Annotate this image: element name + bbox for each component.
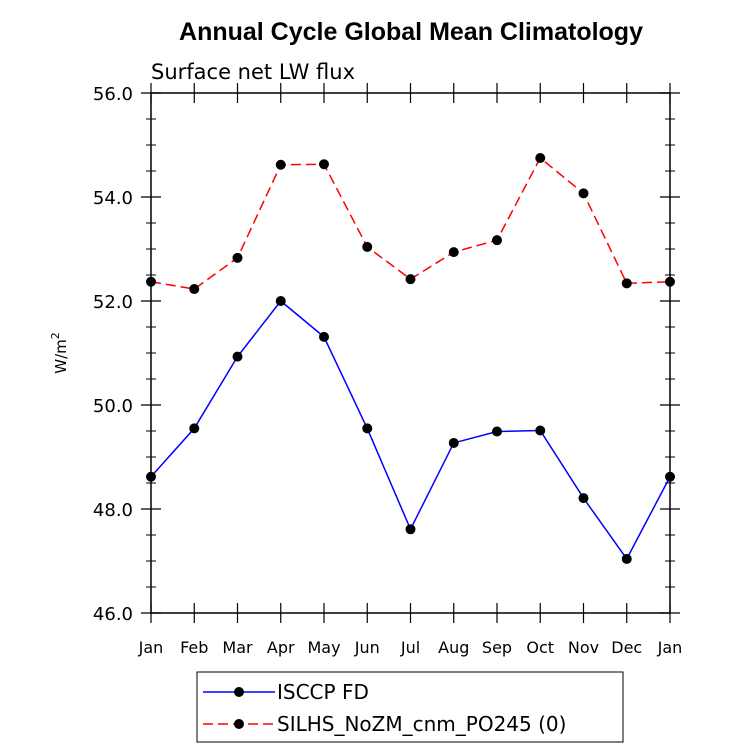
series-line — [150, 299, 671, 561]
data-point — [665, 276, 675, 287]
y-tick-label: 46.0 — [93, 604, 133, 625]
data-point — [448, 437, 459, 448]
data-point — [232, 351, 243, 362]
x-tick-label: Mar — [222, 638, 253, 657]
data-point — [448, 247, 459, 258]
legend-label: ISCCP FD — [277, 680, 369, 704]
data-point — [621, 553, 632, 564]
y-tick-label: 48.0 — [93, 500, 133, 521]
svg-text:W/m2: W/m2 — [49, 332, 70, 374]
y-axis-label-superscript: 2 — [49, 332, 62, 339]
data-point — [189, 423, 200, 434]
legend-label: SILHS_NoZM_cnm_PO245 (0) — [277, 712, 566, 736]
x-tick-label: Dec — [611, 638, 642, 657]
data-point — [146, 471, 156, 482]
x-tick-label: Jun — [354, 638, 380, 657]
legend: ISCCP FD SILHS_NoZM_cnm_PO245 (0) — [196, 671, 624, 743]
x-tick-label: Jan — [657, 638, 683, 657]
chart-subtitle: Surface net LW flux — [151, 60, 355, 84]
legend-box — [196, 671, 624, 743]
x-tick-label: Aug — [438, 638, 469, 657]
y-tick-label: 56.0 — [93, 84, 133, 105]
data-point — [362, 241, 373, 252]
chart-title: Annual Cycle Global Mean Climatology — [179, 18, 643, 46]
y-tick-label: 50.0 — [93, 396, 133, 417]
data-point — [232, 252, 243, 263]
x-tick-label: Oct — [526, 638, 554, 657]
data-point — [492, 426, 502, 437]
y-axis-label-text: W/m — [52, 339, 70, 374]
data-point — [535, 425, 546, 436]
data-point — [405, 274, 416, 285]
y-axis-label: W/m2 — [49, 332, 70, 374]
data-point — [275, 159, 286, 170]
series-layer — [146, 153, 675, 564]
axes: 46.0 48.0 50.0 52.0 54.0 56.0 Jan Feb Mar Apr May J… — [93, 83, 682, 657]
x-tick-label: Apr — [267, 638, 295, 657]
data-point — [578, 493, 589, 504]
x-tick-label: Feb — [180, 638, 208, 657]
data-point — [405, 524, 416, 535]
series-line — [150, 156, 671, 290]
data-point — [665, 471, 675, 482]
x-tick-label: May — [307, 638, 340, 657]
data-point — [146, 276, 156, 287]
x-tick-label: Sep — [482, 638, 512, 657]
x-tick-label: Jul — [400, 638, 420, 657]
data-point — [578, 188, 589, 199]
legend-marker — [234, 687, 244, 697]
data-point — [275, 296, 286, 306]
data-point — [535, 153, 546, 163]
x-tick-label: Jan — [138, 638, 164, 657]
plot-frame — [150, 92, 671, 614]
legend-marker — [234, 719, 244, 729]
data-point — [492, 235, 502, 246]
y-tick-label: 52.0 — [93, 292, 133, 313]
data-point — [621, 278, 632, 289]
data-point — [319, 331, 329, 342]
data-point — [189, 284, 200, 295]
data-point — [319, 159, 329, 170]
y-tick-label: 54.0 — [93, 188, 133, 209]
x-tick-label: Nov — [568, 638, 599, 657]
data-point — [362, 423, 373, 434]
